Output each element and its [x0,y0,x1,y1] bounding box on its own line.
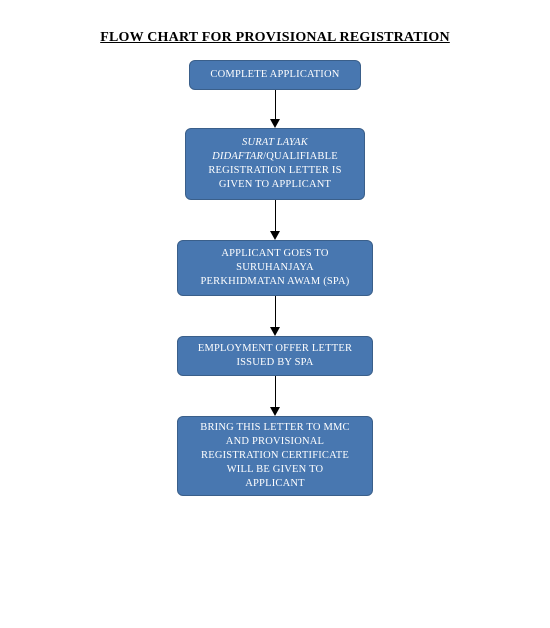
arrow-shaft [275,296,276,328]
arrow-head-icon [270,119,280,128]
flow-arrow [270,296,280,336]
node-text: REGISTRATION LETTER IS [208,164,341,178]
arrow-head-icon [270,231,280,240]
arrow-shaft [275,376,276,408]
node-text: APPLICANT [245,477,305,491]
node-text: COMPLETE APPLICATION [210,68,339,82]
flow-node-mmc: BRING THIS LETTER TO MMC AND PROVISIONAL… [177,416,373,496]
page-title: FLOW CHART FOR PROVISIONAL REGISTRATION [0,0,550,60]
node-text: ISSUED BY SPA [236,356,313,370]
flow-node-spa: APPLICANT GOES TO SURUHANJAYA PERKHIDMAT… [177,240,373,296]
node-text: AND PROVISIONAL [226,435,324,449]
arrow-shaft [275,200,276,232]
node-text: REGISTRATION CERTIFICATE [201,449,349,463]
flow-node-offer-letter: EMPLOYMENT OFFER LETTER ISSUED BY SPA [177,336,373,376]
node-text: EMPLOYMENT OFFER LETTER [198,342,352,356]
node-text: SURAT LAYAK [242,136,308,150]
arrow-shaft [275,90,276,120]
node-text: APPLICANT GOES TO [221,247,328,261]
flow-node-complete-application: COMPLETE APPLICATION [189,60,361,90]
node-text: DIDAFTAR/QUALIFIABLE [212,150,338,164]
arrow-head-icon [270,407,280,416]
arrow-head-icon [270,327,280,336]
node-text: BRING THIS LETTER TO MMC [200,421,349,435]
flow-arrow [270,200,280,240]
node-text: SURUHANJAYA [236,261,314,275]
node-text: PERKHIDMATAN AWAM (SPA) [201,275,350,289]
node-text: GIVEN TO APPLICANT [219,178,331,192]
flow-arrow [270,376,280,416]
flow-arrow [270,90,280,128]
flow-node-surat-layak: SURAT LAYAK DIDAFTAR/QUALIFIABLE REGISTR… [185,128,365,200]
node-text: WILL BE GIVEN TO [227,463,324,477]
flowchart-container: COMPLETE APPLICATION SURAT LAYAK DIDAFTA… [0,60,550,496]
